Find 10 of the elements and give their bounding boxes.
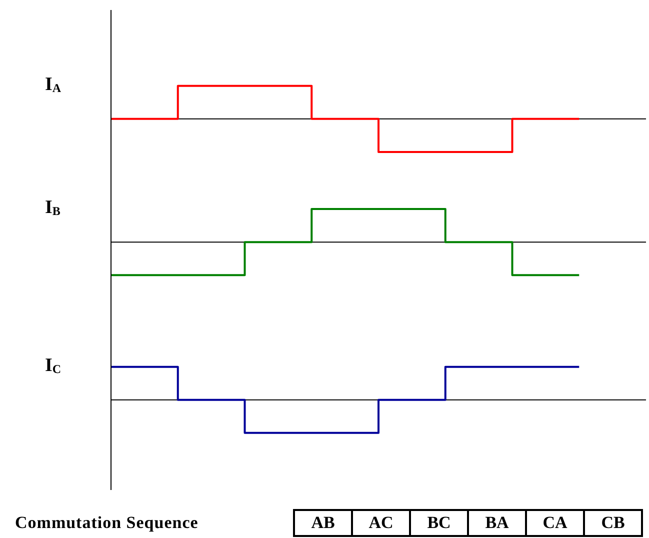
text: I$_{A}$ (45, 74, 62, 96)
text: CB (583, 511, 641, 535)
text: CA (525, 511, 583, 535)
text: I$_{B}$ (45, 197, 60, 220)
text: BA (467, 511, 525, 535)
text: BC (409, 511, 467, 535)
text: I$_{C}$ (45, 354, 62, 377)
text: AC (351, 511, 409, 535)
text: Commutation Sequence (15, 513, 200, 533)
text: AB (310, 512, 336, 534)
